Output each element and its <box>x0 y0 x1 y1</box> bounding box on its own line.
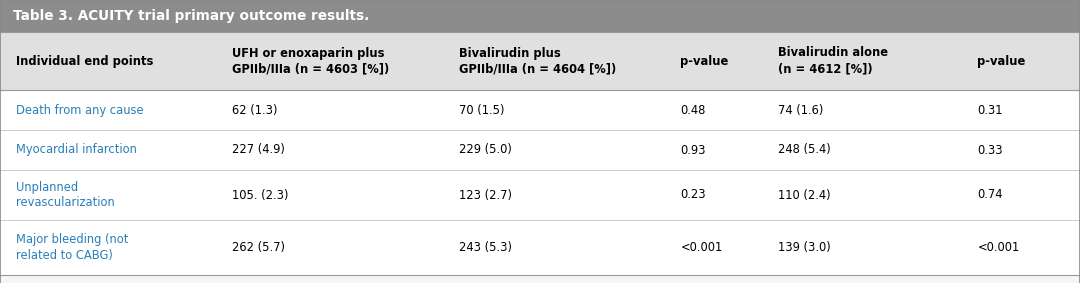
Text: 70 (1.5): 70 (1.5) <box>459 104 504 117</box>
Text: 0.31: 0.31 <box>977 104 1003 117</box>
Text: p-value: p-value <box>977 55 1026 68</box>
Text: Unplanned
revascularization: Unplanned revascularization <box>16 181 114 209</box>
Text: 227 (4.9): 227 (4.9) <box>232 143 285 156</box>
Text: <0.001: <0.001 <box>680 241 723 254</box>
Bar <box>0 275 1080 283</box>
Text: 229 (5.0): 229 (5.0) <box>459 143 512 156</box>
Bar <box>0 220 1080 275</box>
Text: Major bleeding (not
related to CABG): Major bleeding (not related to CABG) <box>16 233 129 262</box>
Text: 0.48: 0.48 <box>680 104 705 117</box>
Text: 110 (2.4): 110 (2.4) <box>778 188 831 201</box>
Text: 248 (5.4): 248 (5.4) <box>778 143 831 156</box>
Text: p-value: p-value <box>680 55 729 68</box>
Text: Death from any cause: Death from any cause <box>16 104 144 117</box>
Text: 105. (2.3): 105. (2.3) <box>232 188 288 201</box>
Text: 139 (3.0): 139 (3.0) <box>778 241 831 254</box>
Bar <box>0 90 1080 130</box>
Text: 123 (2.7): 123 (2.7) <box>459 188 512 201</box>
Text: 243 (5.3): 243 (5.3) <box>459 241 512 254</box>
Text: 0.33: 0.33 <box>977 143 1003 156</box>
Text: 0.74: 0.74 <box>977 188 1003 201</box>
Text: 74 (1.6): 74 (1.6) <box>778 104 823 117</box>
Bar <box>0 130 1080 170</box>
Bar <box>0 32 1080 90</box>
Text: Bivalirudin plus
GPIIb/IIIa (n = 4604 [%]): Bivalirudin plus GPIIb/IIIa (n = 4604 [%… <box>459 46 617 76</box>
Bar <box>0 0 1080 32</box>
Bar <box>0 170 1080 220</box>
Text: 262 (5.7): 262 (5.7) <box>232 241 285 254</box>
Text: Myocardial infarction: Myocardial infarction <box>16 143 137 156</box>
Text: 0.93: 0.93 <box>680 143 706 156</box>
Text: <0.001: <0.001 <box>977 241 1020 254</box>
Text: Table 3. ACUITY trial primary outcome results.: Table 3. ACUITY trial primary outcome re… <box>13 9 369 23</box>
Text: 62 (1.3): 62 (1.3) <box>232 104 278 117</box>
Text: UFH or enoxaparin plus
GPIIb/IIIa (n = 4603 [%]): UFH or enoxaparin plus GPIIb/IIIa (n = 4… <box>232 46 390 76</box>
Text: 0.23: 0.23 <box>680 188 706 201</box>
Text: Bivalirudin alone
(n = 4612 [%]): Bivalirudin alone (n = 4612 [%]) <box>778 46 888 76</box>
Text: Individual end points: Individual end points <box>16 55 153 68</box>
